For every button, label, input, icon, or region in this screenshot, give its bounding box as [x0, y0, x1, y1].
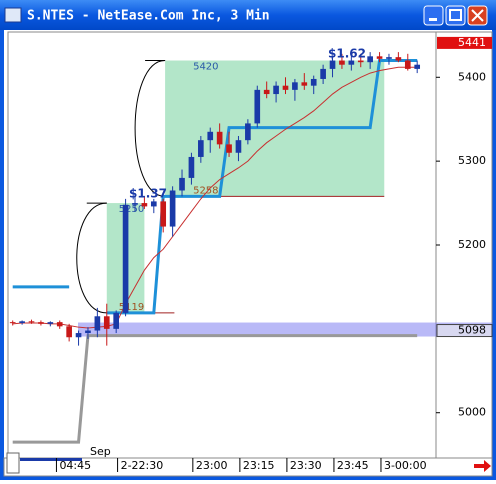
candle-body: [395, 57, 402, 61]
candle-body: [376, 56, 383, 59]
candle-body: [85, 330, 91, 334]
annotation: $1.37: [129, 187, 167, 201]
candle-body: [254, 89, 261, 124]
candle-body: [273, 85, 279, 95]
app-icon: [4, 7, 22, 23]
candle-body: [329, 60, 336, 69]
candle-body: [348, 60, 355, 65]
close-button[interactable]: [467, 5, 488, 26]
y-tick-label: 5400: [458, 70, 486, 83]
candle-body: [245, 123, 251, 141]
last-price-tag: [437, 36, 492, 49]
band-price-label: 5098: [458, 324, 486, 337]
candle-body: [188, 156, 195, 178]
price-band: [78, 322, 492, 337]
candle-body: [132, 203, 138, 205]
candle-body: [386, 57, 392, 59]
candle-body: [292, 82, 298, 90]
title-bar: [0, 0, 496, 30]
candle-body: [160, 201, 167, 227]
candle-body: [66, 326, 72, 338]
candle-body: [141, 203, 148, 207]
candle-body: [75, 333, 82, 338]
candle-body: [47, 322, 54, 324]
range-arc: [76, 202, 107, 314]
candle-body: [339, 60, 345, 65]
x-tick-label: 3-00:00: [384, 459, 427, 472]
x-note: Sep: [90, 445, 111, 458]
x-tick-label: 23:45: [337, 459, 369, 472]
candle-body: [301, 82, 308, 86]
candle-body: [150, 201, 157, 207]
candle-body: [9, 322, 16, 324]
candle-body: [235, 140, 242, 153]
x-tick-label: 23:30: [290, 459, 322, 472]
candle-body: [56, 322, 63, 327]
y-tick-label: 5300: [458, 154, 486, 167]
maximize-button[interactable]: [445, 5, 466, 26]
candle-body: [226, 144, 232, 153]
x-tick-label: 2-22:30: [121, 459, 164, 472]
time-axis: [3, 457, 493, 477]
candle-body: [122, 204, 129, 313]
candle-body: [414, 64, 421, 69]
indicator-line: [12, 334, 418, 444]
y-tick-label: 5200: [458, 238, 486, 251]
band-price-tag: [436, 324, 493, 338]
range-label: 5420: [193, 62, 218, 73]
candle-body: [207, 131, 214, 141]
candle-body: [19, 321, 25, 323]
scroll-arrow[interactable]: [474, 460, 491, 472]
range-label: 5250: [119, 204, 144, 215]
candle-body: [169, 190, 176, 227]
candle-body: [198, 140, 204, 157]
candle-body: [103, 316, 110, 329]
last-price-label: 5441: [458, 36, 486, 49]
indicator-line: [12, 59, 418, 315]
window-title: S.NTES - NetEase.Com Inc, 3 Min: [27, 9, 270, 24]
candle-body: [216, 131, 223, 145]
range-label: 5258: [193, 185, 218, 196]
candle-body: [28, 321, 35, 323]
candle-body: [38, 322, 44, 324]
candle-body: [357, 60, 364, 63]
candle-body: [179, 177, 185, 191]
candle-body: [94, 316, 101, 331]
candle-body: [320, 68, 326, 79]
range-label: 5119: [119, 302, 144, 313]
x-tick-label: 23:00: [196, 459, 228, 472]
x-tick-label: 04:45: [59, 459, 91, 472]
annotation: $1.62: [328, 47, 366, 61]
scroll-box[interactable]: [6, 452, 20, 474]
y-tick-label: 5000: [458, 406, 486, 419]
minimize-button[interactable]: [423, 5, 444, 26]
indicator-line: [12, 66, 418, 329]
range-arc: [134, 60, 166, 197]
candle-body: [263, 89, 270, 95]
candle-body: [404, 60, 411, 69]
x-tick-label: 23:15: [243, 459, 275, 472]
candle-body: [310, 78, 317, 86]
candle-body: [113, 312, 119, 329]
candle-body: [367, 56, 373, 63]
scroll-bar[interactable]: [20, 458, 82, 461]
candle-body: [282, 85, 289, 90]
